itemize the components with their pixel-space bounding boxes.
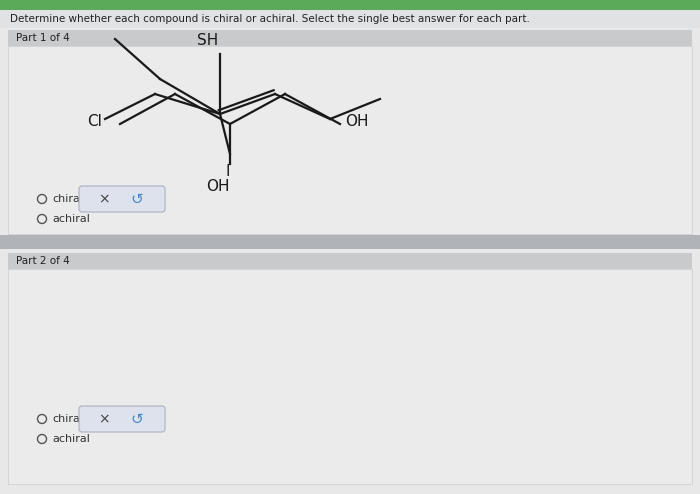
Text: Determine whether each compound is chiral or achiral. Select the single best ans: Determine whether each compound is chira…	[10, 14, 530, 24]
Text: I: I	[225, 165, 230, 179]
Text: OH: OH	[206, 179, 230, 194]
Text: ×: ×	[98, 192, 110, 206]
Bar	[8, 46, 692, 234]
Text: ↺: ↺	[131, 192, 144, 206]
Text: OH: OH	[345, 115, 368, 129]
Text: Cl: Cl	[87, 115, 102, 129]
Text: Part 1 of 4: Part 1 of 4	[16, 33, 70, 43]
Text: ↺: ↺	[131, 412, 144, 426]
Bar	[0, 235, 700, 249]
Bar	[8, 269, 692, 484]
Text: chiral: chiral	[52, 414, 83, 424]
Bar	[8, 30, 692, 46]
Text: ×: ×	[98, 412, 110, 426]
Text: Part 2 of 4: Part 2 of 4	[16, 256, 70, 266]
Text: SH: SH	[197, 34, 218, 48]
Bar	[8, 253, 692, 269]
FancyBboxPatch shape	[79, 186, 165, 212]
Text: achiral: achiral	[52, 434, 90, 444]
Text: achiral: achiral	[52, 214, 90, 224]
Bar	[0, 0, 700, 10]
Bar	[0, 10, 700, 28]
Text: chiral: chiral	[52, 194, 83, 204]
FancyBboxPatch shape	[79, 406, 165, 432]
